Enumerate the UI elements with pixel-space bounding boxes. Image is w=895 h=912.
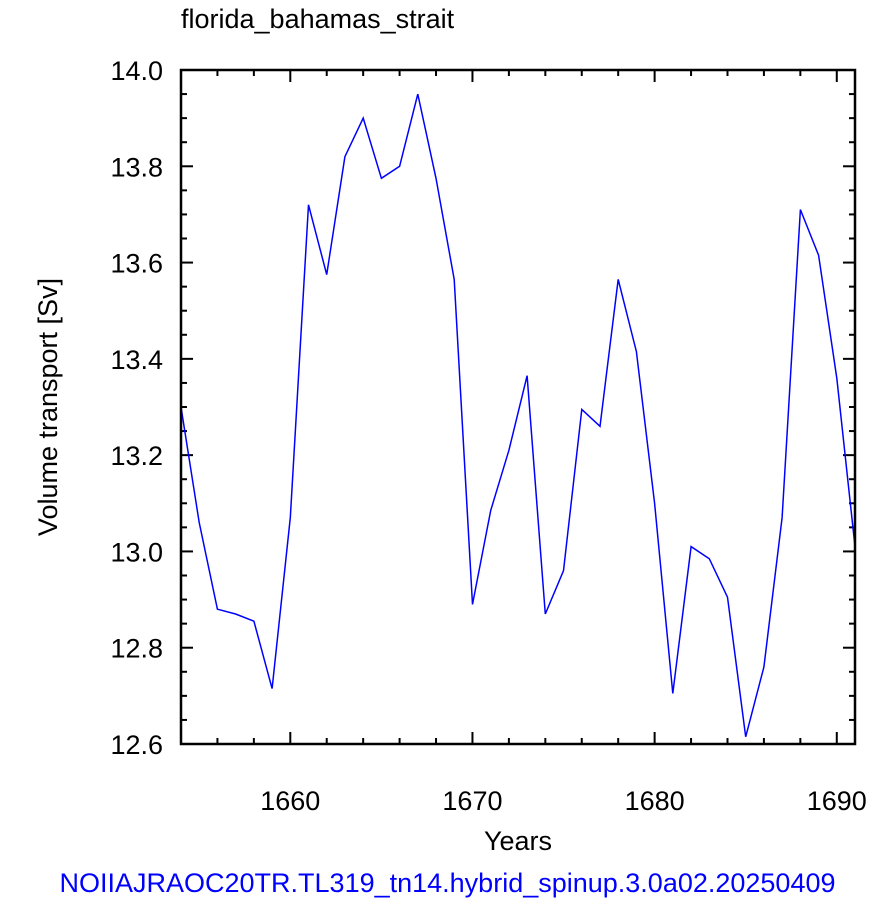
x-tick-label: 1670	[442, 786, 502, 816]
y-tick-label: 12.8	[110, 634, 163, 664]
y-tick-label: 14.0	[110, 56, 163, 86]
x-tick-label: 1660	[260, 786, 320, 816]
series-line	[180, 93, 856, 737]
x-axis-label: Years	[484, 826, 552, 856]
axis-ticks	[180, 69, 855, 745]
x-tick-label: 1680	[625, 786, 685, 816]
plot-frame	[179, 68, 857, 746]
chart-title: florida_bahamas_strait	[181, 4, 455, 34]
y-tick-label: 13.4	[110, 345, 163, 375]
y-tick-label: 13.6	[110, 249, 163, 279]
x-tick-label: 1690	[807, 786, 867, 816]
y-axis-label: Volume transport [Sv]	[33, 278, 63, 536]
y-tick-label: 13.2	[110, 441, 163, 471]
tick-labels: 1660 1670 1680 1690 12.6 12.8 13.0 13.2 13.4 13.6…	[110, 56, 866, 816]
run-id-footer: NOIIAJRAOC20TR.TL319_tn14.hybrid_spinup.…	[59, 868, 836, 898]
y-tick-label: 12.6	[110, 730, 163, 760]
y-tick-label: 13.8	[110, 152, 163, 182]
y-tick-label: 13.0	[110, 537, 163, 567]
